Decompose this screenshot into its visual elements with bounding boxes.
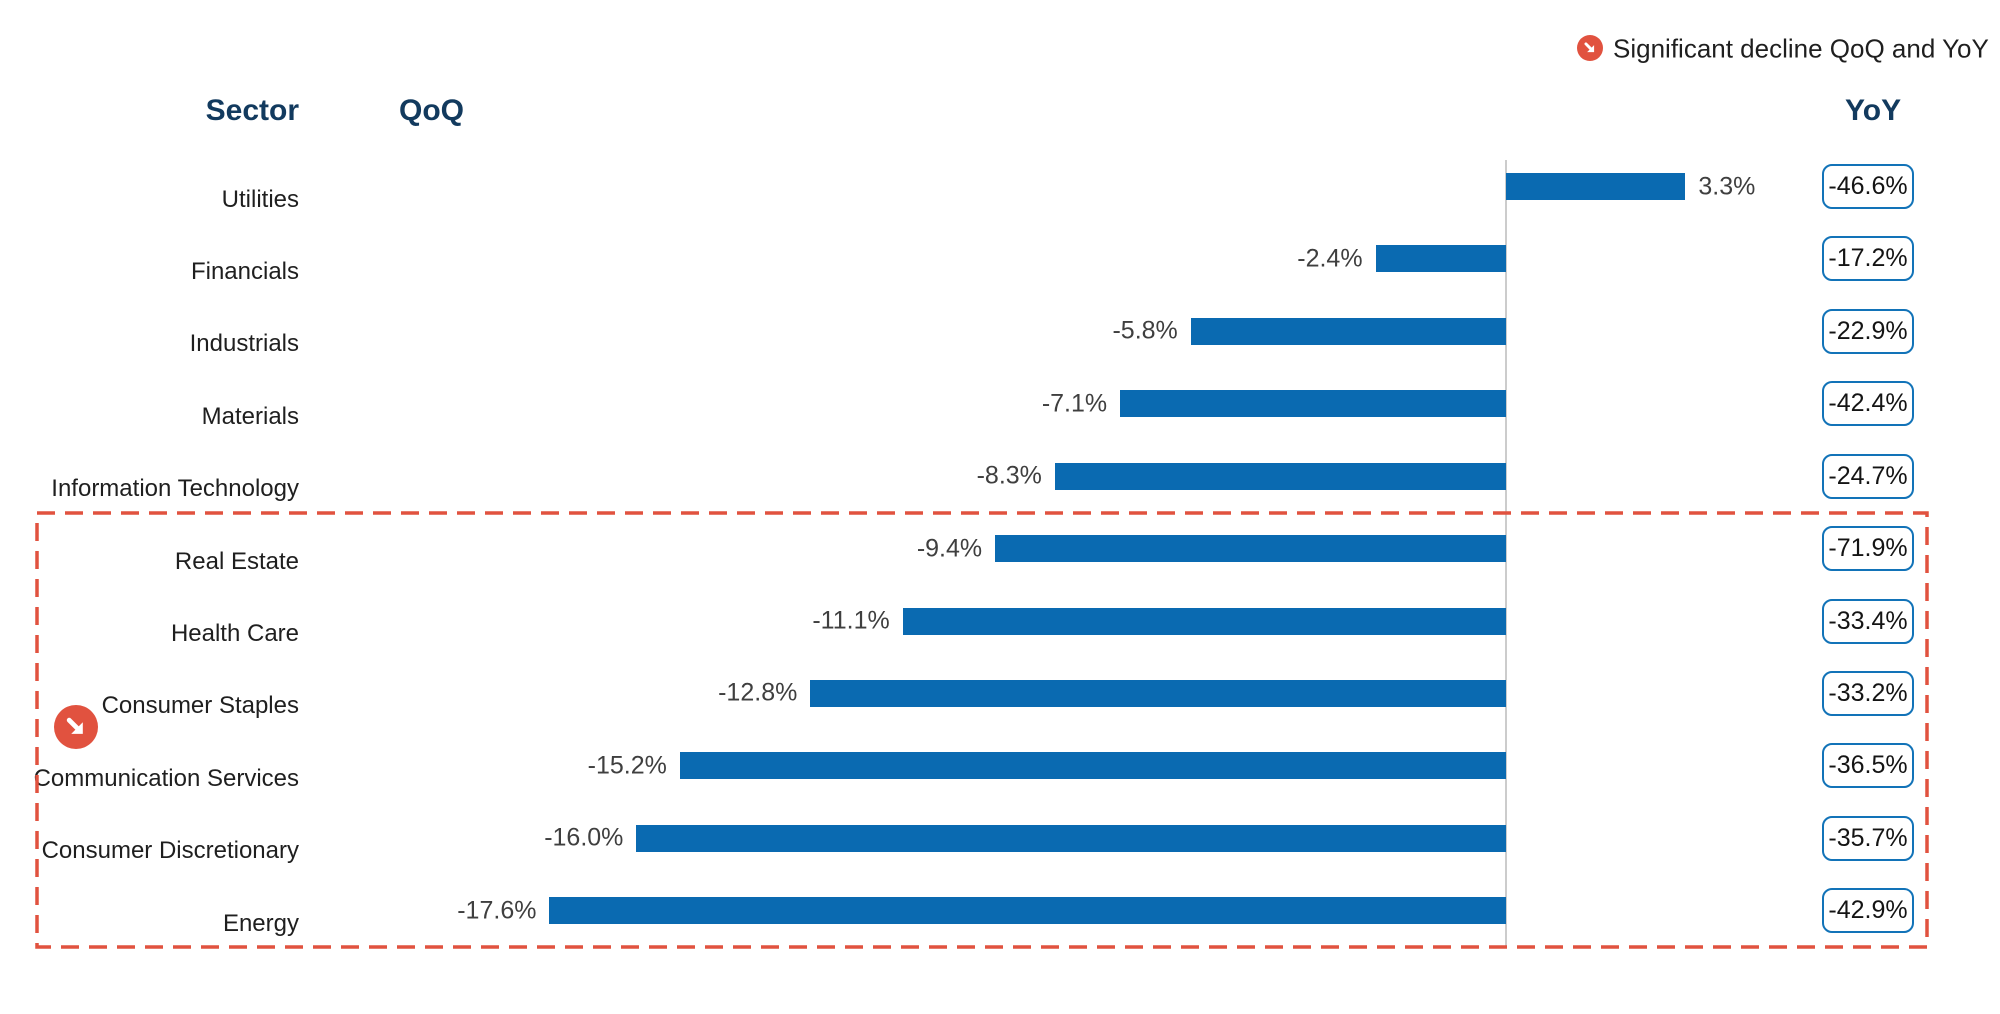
- yoy-value-box: -42.9%: [1822, 888, 1914, 934]
- yoy-value-box: -24.7%: [1822, 453, 1914, 499]
- sector-label: Information Technology: [51, 475, 299, 503]
- qoq-bar: [1375, 245, 1506, 273]
- qoq-value-label: -7.1%: [1041, 389, 1108, 418]
- sector-label: Consumer Staples: [101, 692, 299, 720]
- sector-label: Real Estate: [174, 547, 299, 575]
- qoq-bar: [679, 752, 1506, 780]
- sector-label: Health Care: [170, 620, 299, 648]
- column-header-yoy: YoY: [1845, 94, 1902, 127]
- yoy-value-box: -35.7%: [1822, 815, 1914, 861]
- sector-label: Consumer Discretionary: [41, 837, 299, 865]
- yoy-value-box: -17.2%: [1822, 236, 1914, 282]
- qoq-value-label: -16.0%: [544, 823, 624, 852]
- yoy-value-box: -33.4%: [1822, 598, 1914, 644]
- qoq-bar: [902, 607, 1506, 635]
- column-header-sector: Sector: [205, 94, 299, 127]
- qoq-bar: [549, 897, 1506, 925]
- qoq-value-label: -5.8%: [1112, 316, 1178, 345]
- legend-label: Significant decline QoQ and YoY: [1613, 33, 1989, 64]
- qoq-value-label: -9.4%: [916, 534, 983, 563]
- yoy-value-box: -46.6%: [1822, 164, 1914, 209]
- sector-label: Industrials: [189, 330, 299, 358]
- sector-label: Energy: [222, 909, 299, 937]
- qoq-bar: [1506, 173, 1686, 200]
- qoq-bar: [1120, 390, 1506, 418]
- column-header-qoq: QoQ: [399, 94, 464, 127]
- qoq-value-label: -8.3%: [976, 461, 1042, 490]
- qoq-bar: [1054, 462, 1506, 490]
- sector-label: Communication Services: [33, 764, 299, 792]
- arrow-down-right-glyph: [66, 717, 83, 734]
- highlight-dashed-box: [35, 511, 1929, 949]
- qoq-value-label: -17.6%: [457, 896, 537, 925]
- yoy-value-box: -36.5%: [1822, 743, 1914, 789]
- sector-label: Financials: [190, 257, 299, 285]
- qoq-value-label: 3.3%: [1698, 172, 1756, 200]
- sector-label: Utilities: [221, 185, 299, 213]
- yoy-value-box: -33.2%: [1822, 670, 1914, 716]
- yoy-value-box: -71.9%: [1822, 526, 1914, 572]
- highlight-arrow-down-right-icon: [54, 705, 98, 749]
- sector-label: Materials: [201, 402, 299, 430]
- qoq-value-label: -2.4%: [1297, 244, 1363, 273]
- qoq-value-label: -15.2%: [587, 751, 667, 780]
- qoq-bar: [995, 535, 1506, 563]
- arrow-down-right-icon: [1577, 35, 1603, 61]
- qoq-bar: [1190, 317, 1506, 345]
- qoq-value-label: -11.1%: [812, 606, 890, 635]
- arrow-down-right-glyph: [1584, 42, 1595, 53]
- qoq-bar: [810, 679, 1506, 707]
- yoy-value-box: -22.9%: [1822, 308, 1914, 354]
- yoy-value-box: -42.4%: [1822, 381, 1914, 427]
- qoq-bar: [636, 824, 1506, 852]
- qoq-value-label: -12.8%: [718, 678, 798, 707]
